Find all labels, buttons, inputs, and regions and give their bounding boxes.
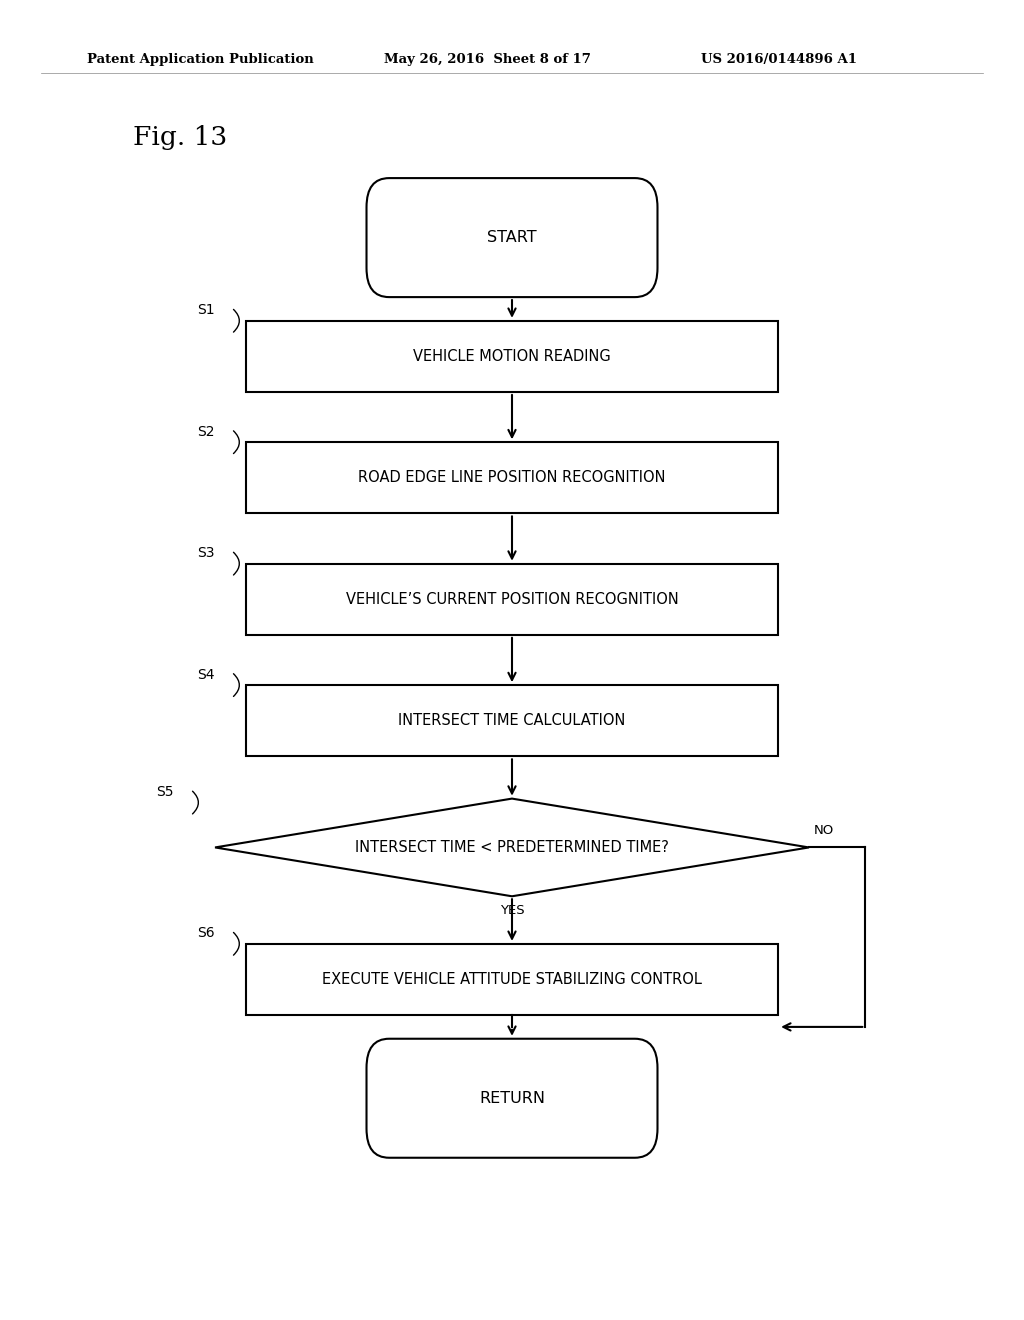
FancyBboxPatch shape <box>246 685 778 756</box>
Text: YES: YES <box>500 904 524 917</box>
Text: RETURN: RETURN <box>479 1090 545 1106</box>
Text: S4: S4 <box>198 668 215 681</box>
Text: NO: NO <box>814 824 835 837</box>
Text: S6: S6 <box>198 927 215 940</box>
Text: INTERSECT TIME < PREDETERMINED TIME?: INTERSECT TIME < PREDETERMINED TIME? <box>355 840 669 855</box>
FancyBboxPatch shape <box>367 178 657 297</box>
Text: US 2016/0144896 A1: US 2016/0144896 A1 <box>701 53 857 66</box>
Text: START: START <box>487 230 537 246</box>
Text: Patent Application Publication: Patent Application Publication <box>87 53 313 66</box>
Text: S3: S3 <box>198 546 215 560</box>
Text: VEHICLE’S CURRENT POSITION RECOGNITION: VEHICLE’S CURRENT POSITION RECOGNITION <box>346 591 678 607</box>
Text: ROAD EDGE LINE POSITION RECOGNITION: ROAD EDGE LINE POSITION RECOGNITION <box>358 470 666 486</box>
Text: S2: S2 <box>198 425 215 438</box>
Text: Fig. 13: Fig. 13 <box>133 125 227 150</box>
Text: May 26, 2016  Sheet 8 of 17: May 26, 2016 Sheet 8 of 17 <box>384 53 591 66</box>
Text: EXECUTE VEHICLE ATTITUDE STABILIZING CONTROL: EXECUTE VEHICLE ATTITUDE STABILIZING CON… <box>323 972 701 987</box>
Text: VEHICLE MOTION READING: VEHICLE MOTION READING <box>413 348 611 364</box>
FancyBboxPatch shape <box>246 321 778 392</box>
Text: INTERSECT TIME CALCULATION: INTERSECT TIME CALCULATION <box>398 713 626 729</box>
FancyBboxPatch shape <box>246 564 778 635</box>
FancyBboxPatch shape <box>367 1039 657 1158</box>
Text: S5: S5 <box>157 785 174 799</box>
Polygon shape <box>215 799 809 896</box>
FancyBboxPatch shape <box>246 944 778 1015</box>
FancyBboxPatch shape <box>246 442 778 513</box>
Text: S1: S1 <box>198 304 215 317</box>
